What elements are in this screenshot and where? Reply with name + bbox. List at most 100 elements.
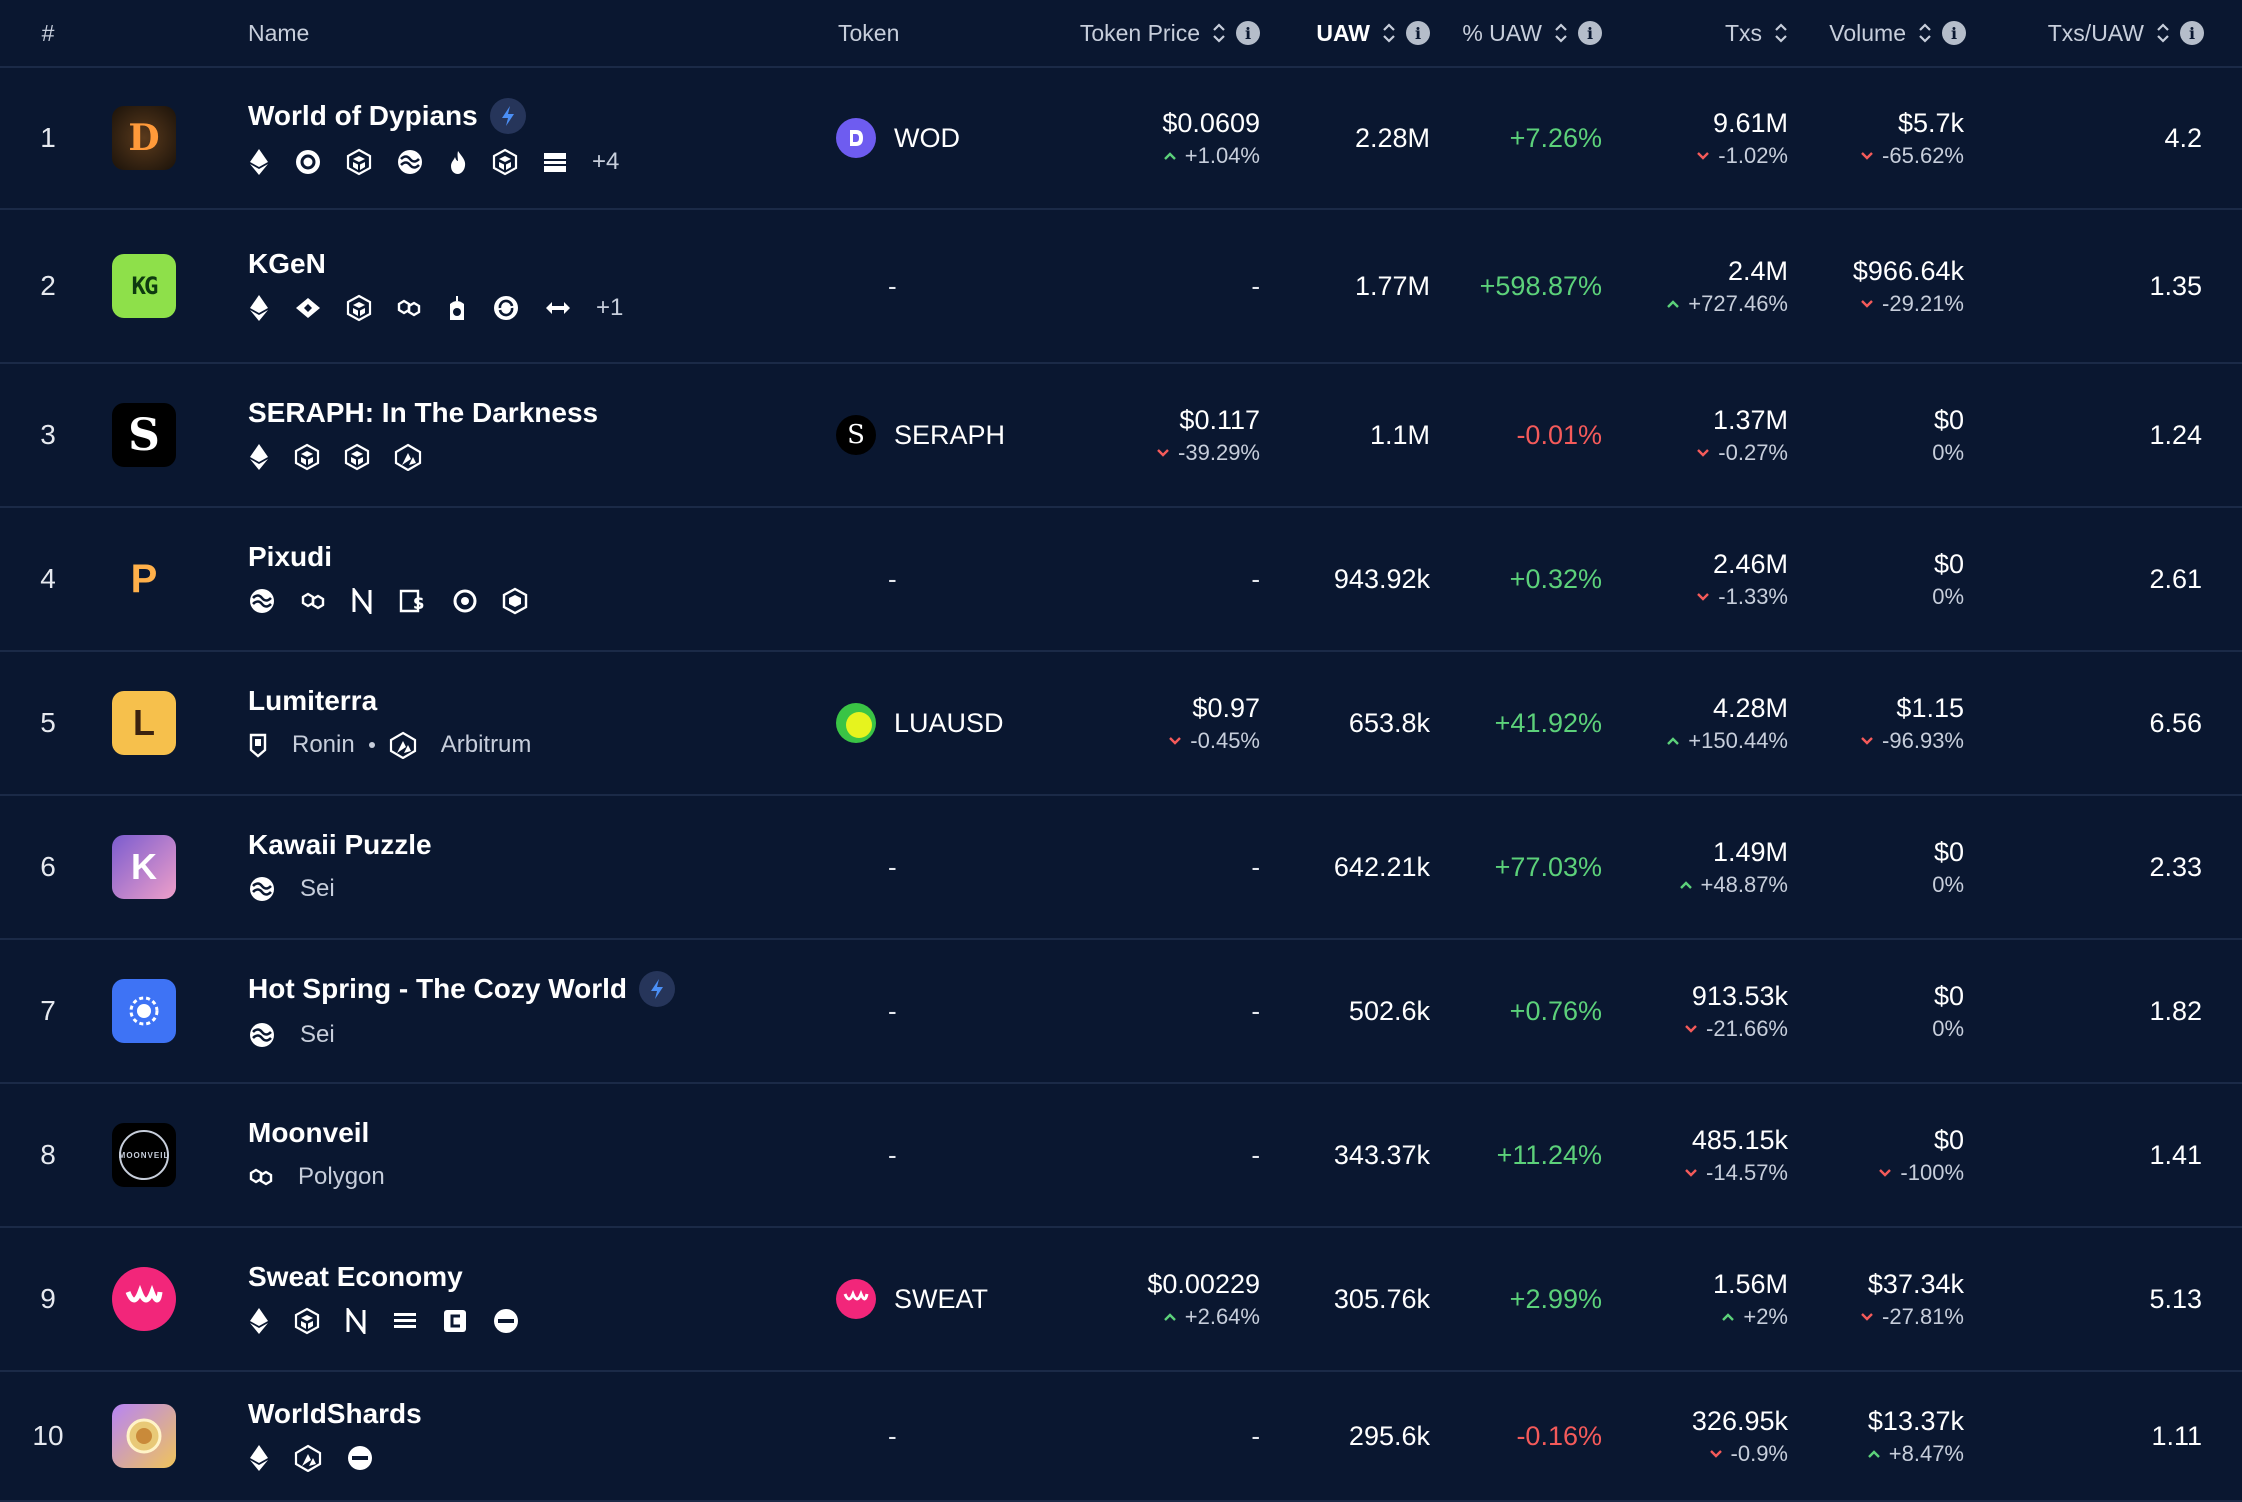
game-logo-image[interactable]: MOONVEIL bbox=[112, 1123, 176, 1187]
uaw-value: 305.76k bbox=[1333, 1283, 1430, 1314]
game-logo[interactable] bbox=[112, 940, 176, 1082]
game-name[interactable]: Pixudi bbox=[248, 541, 333, 572]
txs-cell: 4.28M +150.44% bbox=[1620, 652, 1788, 794]
token-price-cell: - bbox=[1020, 940, 1260, 1082]
sort-icon[interactable] bbox=[1774, 22, 1788, 44]
game-logo-image[interactable]: K bbox=[112, 835, 176, 899]
volume-value: $0 bbox=[1933, 980, 1964, 1011]
more-chains-count[interactable]: +1 bbox=[596, 294, 624, 321]
game-logo[interactable] bbox=[112, 1372, 176, 1500]
header-volume[interactable]: Volume i bbox=[1800, 0, 1966, 66]
txs-uaw-cell: 4.2 bbox=[2000, 68, 2202, 208]
chain-list: Sei bbox=[248, 1019, 349, 1051]
game-logo[interactable]: MOONVEIL bbox=[112, 1084, 176, 1226]
info-icon[interactable]: i bbox=[1942, 21, 1966, 45]
uaw-value: 1.77M bbox=[1354, 270, 1430, 301]
game-name[interactable]: WorldShards bbox=[248, 1398, 422, 1429]
token-symbol[interactable]: LUAUSD bbox=[894, 707, 1004, 738]
header-name: Name bbox=[248, 19, 310, 46]
game-logo[interactable] bbox=[112, 1228, 176, 1370]
rank: 8 bbox=[40, 1139, 56, 1170]
sort-icon[interactable] bbox=[1212, 22, 1226, 44]
ethereum-icon bbox=[248, 1307, 282, 1335]
game-logo[interactable]: S bbox=[112, 364, 176, 506]
game-logo-image[interactable] bbox=[112, 1267, 176, 1331]
sort-icon[interactable] bbox=[1918, 22, 1932, 44]
token-symbol[interactable]: SWEAT bbox=[894, 1283, 988, 1314]
volume-value: $0 bbox=[1933, 548, 1964, 579]
game-logo-image[interactable]: P bbox=[130, 556, 158, 601]
token-price-change: -39.29% bbox=[1156, 440, 1260, 466]
game-logo-image[interactable]: KG bbox=[112, 254, 176, 318]
table-row[interactable]: 8 MOONVEIL Moonveil Polygon - - 343.37k … bbox=[0, 1084, 2242, 1228]
token-symbol[interactable]: WOD bbox=[894, 122, 960, 153]
coin-icon bbox=[294, 148, 334, 176]
sort-icon[interactable] bbox=[1554, 22, 1568, 44]
more-chains-count[interactable]: +4 bbox=[592, 148, 620, 175]
header-uaw[interactable]: UAW i bbox=[1260, 0, 1430, 66]
uaw-pct-value: +7.26% bbox=[1509, 122, 1602, 153]
uaw-pct-value: +0.32% bbox=[1509, 563, 1602, 594]
txs-cell: 913.53k -21.66% bbox=[1620, 940, 1788, 1082]
sort-icon[interactable] bbox=[2156, 22, 2170, 44]
game-logo[interactable]: KG bbox=[112, 210, 176, 362]
table-row[interactable]: 2 KG KGeN +1 - - 1.77M +598.87% 2.4M +72… bbox=[0, 210, 2242, 364]
game-logo-image[interactable]: L bbox=[112, 691, 176, 755]
table-row[interactable]: 9 Sweat Economy SWEAT $0.00229 +2.64% 30… bbox=[0, 1228, 2242, 1372]
game-name[interactable]: KGeN bbox=[248, 248, 326, 279]
uaw-pct-cell: -0.01% bbox=[1430, 364, 1602, 506]
game-name[interactable]: Sweat Economy bbox=[248, 1261, 463, 1292]
game-name[interactable]: Moonveil bbox=[248, 1117, 370, 1148]
table-row[interactable]: 10 WorldShards - - 295.6k -0.16% 326.95k… bbox=[0, 1372, 2242, 1502]
table-row[interactable]: 7 Hot Spring - The Cozy World Sei - - 50… bbox=[0, 940, 2242, 1084]
txs-uaw-cell: 1.24 bbox=[2000, 364, 2202, 506]
game-logo[interactable]: P bbox=[112, 508, 176, 650]
header-txs[interactable]: Txs bbox=[1640, 0, 1788, 66]
game-name[interactable]: SERAPH: In The Darkness bbox=[248, 397, 599, 428]
arrow-up-icon bbox=[1666, 299, 1680, 309]
near-icon bbox=[344, 1308, 380, 1334]
half-circle-icon bbox=[492, 1307, 532, 1335]
volume-value: $0 bbox=[1933, 836, 1964, 867]
table-row[interactable]: 3 S SERAPH: In The Darkness S SERAPH $0.1… bbox=[0, 364, 2242, 508]
sei-icon bbox=[248, 1021, 288, 1049]
game-logo-image[interactable]: S bbox=[112, 403, 176, 467]
game-logo-image[interactable] bbox=[112, 979, 176, 1043]
table-row[interactable]: 5 L Lumiterra Ronin Arbitrum LUAUSD $0.97… bbox=[0, 652, 2242, 796]
table-row[interactable]: 1 D World of Dypians +4 WOD $0.0609 +1.0… bbox=[0, 68, 2242, 210]
game-logo-image[interactable] bbox=[112, 1404, 176, 1468]
game-name[interactable]: World of Dypians bbox=[248, 98, 526, 134]
arrow-down-icon bbox=[1684, 1168, 1698, 1178]
token-symbol[interactable]: SERAPH bbox=[894, 419, 1006, 450]
game-name[interactable]: Lumiterra bbox=[248, 685, 378, 716]
game-name-cell: Hot Spring - The Cozy World Sei bbox=[248, 940, 808, 1082]
table-row[interactable]: 4 P Pixudi S - - 943.92k +0.32% 2.46M -1… bbox=[0, 508, 2242, 652]
game-logo[interactable]: K bbox=[112, 796, 176, 938]
game-logo-image[interactable]: D bbox=[112, 106, 176, 170]
header-token-price[interactable]: Token Price i bbox=[1020, 0, 1260, 66]
game-name[interactable]: Hot Spring - The Cozy World bbox=[248, 971, 676, 1007]
bnb-icon bbox=[294, 1307, 332, 1335]
header-txs-uaw[interactable]: Txs/UAW i bbox=[2000, 0, 2204, 66]
uaw-pct-cell: +41.92% bbox=[1430, 652, 1602, 794]
volume-change: 0% bbox=[1932, 439, 1964, 465]
price-empty: - bbox=[1251, 563, 1260, 594]
token-cell: - bbox=[836, 1372, 1076, 1500]
uaw-value: 943.92k bbox=[1333, 563, 1430, 594]
uaw-value: 1.1M bbox=[1369, 419, 1430, 450]
game-name[interactable]: Kawaii Puzzle bbox=[248, 829, 432, 860]
info-icon[interactable]: i bbox=[1406, 21, 1430, 45]
volume-value: $966.64k bbox=[1852, 255, 1964, 286]
ronin-icon bbox=[248, 732, 280, 758]
sort-icon[interactable] bbox=[1382, 22, 1396, 44]
game-logo[interactable]: D bbox=[112, 68, 176, 208]
table-row[interactable]: 6 K Kawaii Puzzle Sei - - 642.21k +77.03… bbox=[0, 796, 2242, 940]
info-icon[interactable]: i bbox=[2180, 21, 2204, 45]
header-uaw-pct[interactable]: % UAW i bbox=[1430, 0, 1602, 66]
chain-label: Sei bbox=[300, 1021, 335, 1048]
txs-cell: 1.37M -0.27% bbox=[1620, 364, 1788, 506]
uaw-cell: 295.6k bbox=[1260, 1372, 1430, 1500]
info-icon[interactable]: i bbox=[1236, 21, 1260, 45]
info-icon[interactable]: i bbox=[1578, 21, 1602, 45]
game-logo[interactable]: L bbox=[112, 652, 176, 794]
